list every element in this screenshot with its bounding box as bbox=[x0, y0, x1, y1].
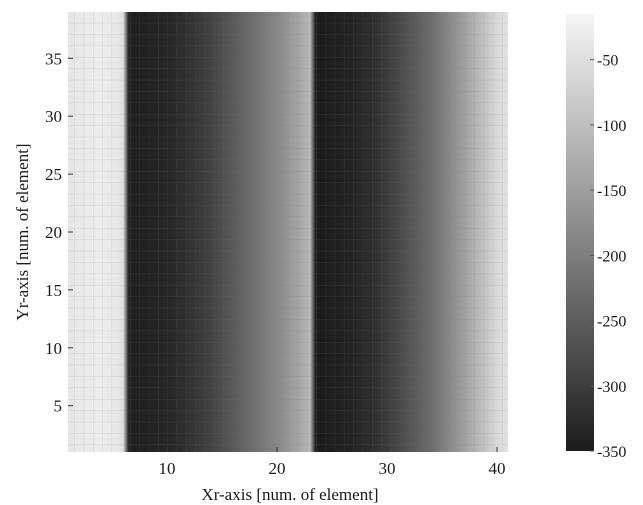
y-tick-label: 5 bbox=[54, 397, 63, 416]
colorbar bbox=[566, 14, 594, 451]
x-axis-ticks: 10 20 30 40 bbox=[159, 447, 506, 478]
colorbar-tick-label: -250 bbox=[597, 314, 626, 331]
x-tick-label: 30 bbox=[379, 459, 396, 478]
x-tick-label: 20 bbox=[269, 459, 286, 478]
colorbar-tick-label: -100 bbox=[597, 118, 626, 135]
colorbar-tick-label: -350 bbox=[597, 444, 626, 461]
plot-area bbox=[68, 12, 508, 452]
x-tick-label: 40 bbox=[489, 459, 506, 478]
colorbar-tick-label: -300 bbox=[597, 379, 626, 396]
colorbar-tick-label: -150 bbox=[597, 183, 626, 200]
y-tick-label: 15 bbox=[45, 281, 62, 300]
colorbar-ticks: -50 -100 -150 -200 -250 -300 -350 bbox=[590, 53, 626, 461]
y-axis-label: Yr-axis [num. of element] bbox=[13, 143, 32, 320]
colorbar-tick-label: -200 bbox=[597, 248, 626, 265]
y-tick-label: 35 bbox=[45, 49, 62, 68]
colorbar-tick-label: -50 bbox=[597, 53, 618, 70]
colorbar-gradient-bar bbox=[566, 14, 594, 451]
x-tick-label: 10 bbox=[159, 459, 176, 478]
heatmap-gridlines bbox=[68, 12, 508, 452]
y-tick-label: 30 bbox=[45, 107, 62, 126]
y-tick-label: 25 bbox=[45, 165, 62, 184]
y-axis-ticks: 5 10 15 20 25 30 35 bbox=[45, 49, 73, 416]
y-tick-label: 10 bbox=[45, 339, 62, 358]
y-tick-label: 20 bbox=[45, 223, 62, 242]
x-axis-label: Xr-axis [num. of element] bbox=[201, 485, 378, 504]
